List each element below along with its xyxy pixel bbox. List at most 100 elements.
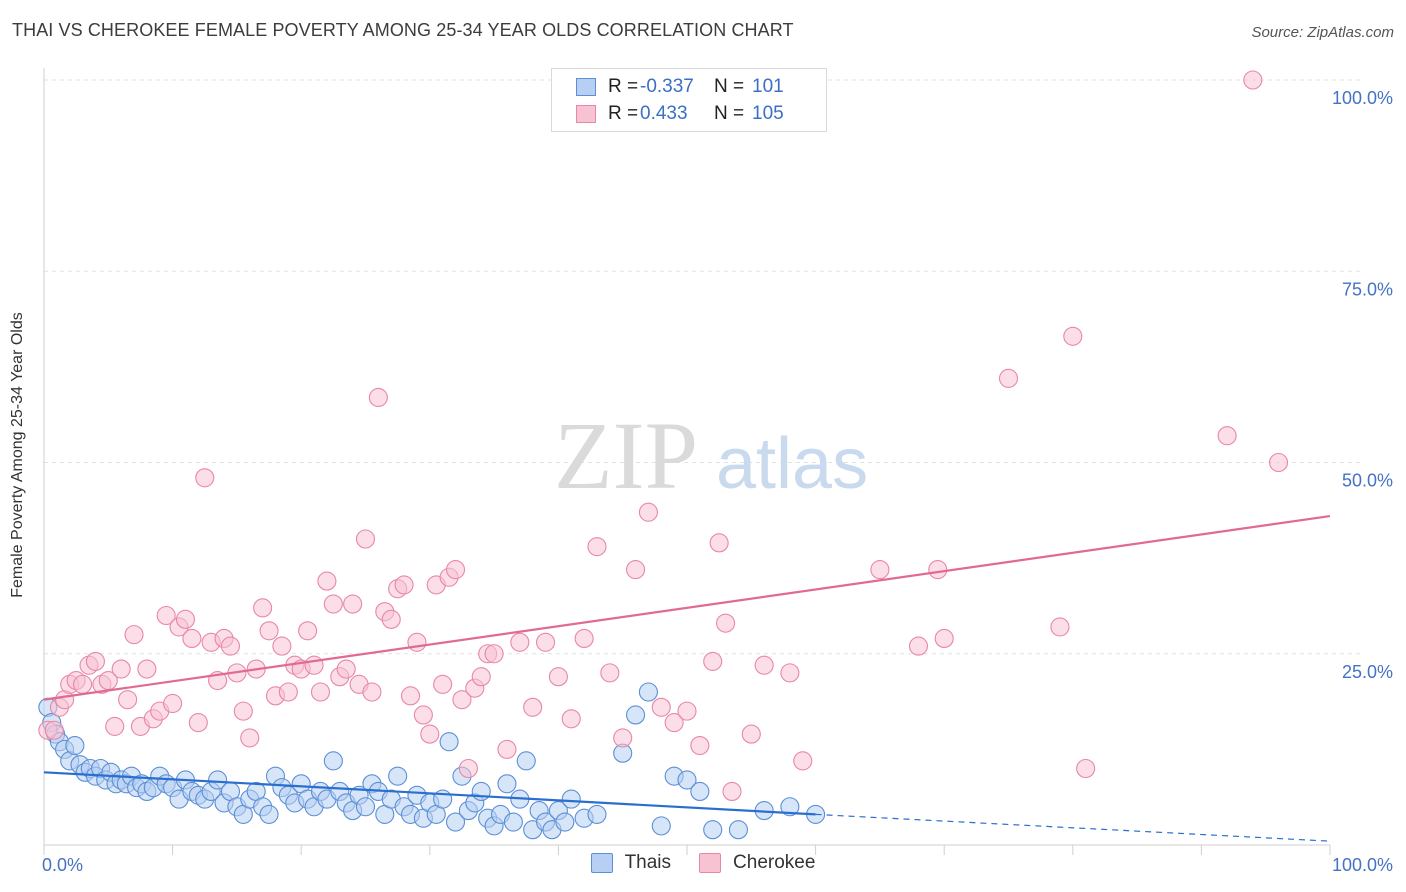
point-cherokee-22 <box>175 609 196 629</box>
legend-r-value: 0.433 <box>640 103 688 124</box>
point-cherokee-75 <box>548 667 568 687</box>
point-cherokee-42 <box>304 655 324 675</box>
legend-n-label: N = <box>714 76 745 97</box>
point-thais-94 <box>677 770 697 790</box>
point-cherokee-91 <box>741 724 761 744</box>
point-cherokee-34 <box>253 598 273 618</box>
legend-n-value: 105 <box>752 103 784 124</box>
point-cherokee-85 <box>677 701 697 721</box>
point-cherokee-1 <box>44 720 64 740</box>
point-cherokee-88 <box>709 533 729 553</box>
point-cherokee-77 <box>574 628 594 649</box>
point-cherokee-92 <box>754 655 774 675</box>
point-thais-97 <box>728 820 748 840</box>
gridlines <box>44 79 1360 655</box>
point-cherokee-81 <box>626 560 646 580</box>
point-cherokee-105 <box>1269 452 1289 473</box>
point-cherokee-8 <box>85 651 105 671</box>
point-cherokee-13 <box>118 690 138 710</box>
point-cherokee-104 <box>1243 70 1263 90</box>
point-cherokee-94 <box>793 751 813 771</box>
point-cherokee-45 <box>323 594 343 614</box>
y-tick-label-0: 25.0% <box>1342 662 1393 682</box>
point-cherokee-37 <box>272 636 292 656</box>
y-tick-labels: 25.0% 50.0% 75.0% 100.0% <box>1332 88 1393 682</box>
x-tick-label-0: 0.0% <box>42 855 83 875</box>
watermark: ZIP atlas <box>554 402 868 509</box>
point-cherokee-25 <box>195 468 215 488</box>
point-cherokee-54 <box>381 609 401 629</box>
point-cherokee-12 <box>111 659 131 679</box>
correlation-legend: R = -0.337 N = 101 R = 0.433 N = 105 <box>551 68 827 132</box>
point-cherokee-35 <box>259 621 279 641</box>
point-cherokee-76 <box>561 709 581 729</box>
point-cherokee-43 <box>310 682 331 702</box>
point-cherokee-78 <box>587 537 607 557</box>
point-cherokee-83 <box>651 697 671 717</box>
trend-line-thais <box>43 771 816 816</box>
point-thais-54 <box>355 797 376 817</box>
point-cherokee-89 <box>716 613 736 633</box>
series-cherokee-points <box>38 70 1289 802</box>
series-legend: Thais Cherokee <box>0 852 1406 874</box>
point-cherokee-38 <box>278 682 298 702</box>
point-cherokee-14 <box>124 625 144 645</box>
point-cherokee-71 <box>497 739 517 759</box>
legend-item-thais[interactable]: Thais <box>590 852 671 874</box>
series-thais-points <box>38 682 826 840</box>
point-cherokee-74 <box>535 632 556 652</box>
watermark-zip: ZIP <box>554 402 698 509</box>
point-cherokee-100 <box>1050 617 1070 637</box>
point-cherokee-32 <box>240 728 260 748</box>
point-thais-67 <box>439 732 459 752</box>
point-cherokee-59 <box>413 705 433 725</box>
point-thais-99 <box>780 797 800 817</box>
legend-n-value: 101 <box>752 76 784 97</box>
trend-lines <box>43 514 1331 842</box>
point-thais-91 <box>638 682 658 702</box>
point-thais-68 <box>445 812 466 832</box>
point-thais-6 <box>65 735 85 756</box>
point-cherokee-70 <box>484 644 504 664</box>
point-thais-86 <box>561 789 581 809</box>
point-cherokee-96 <box>908 636 929 656</box>
point-thais-95 <box>690 781 710 802</box>
point-thais-31 <box>208 770 228 790</box>
point-thais-72 <box>471 781 491 802</box>
point-cherokee-82 <box>638 502 658 522</box>
legend-item-cherokee[interactable]: Cherokee <box>699 852 815 874</box>
source-label: Source: ZipAtlas.com <box>1251 24 1394 41</box>
point-cherokee-56 <box>394 575 414 595</box>
point-cherokee-48 <box>343 594 363 614</box>
y-tick-label-3: 100.0% <box>1332 88 1393 108</box>
point-cherokee-65 <box>452 690 472 710</box>
point-cherokee-29 <box>220 636 241 656</box>
point-cherokee-101 <box>1063 326 1083 346</box>
point-cherokee-73 <box>523 697 543 717</box>
point-cherokee-86 <box>690 735 710 756</box>
y-tick-label-2: 75.0% <box>1342 279 1393 299</box>
legend-swatch-thais <box>590 853 613 873</box>
point-cherokee-98 <box>934 628 954 649</box>
point-cherokee-19 <box>156 605 176 626</box>
point-cherokee-97 <box>928 560 948 580</box>
point-cherokee-24 <box>188 713 208 733</box>
watermark-atlas: atlas <box>716 424 868 504</box>
point-thais-90 <box>626 705 646 725</box>
legend-swatch-thais <box>576 78 596 96</box>
point-thais-96 <box>703 820 723 840</box>
point-cherokee-16 <box>137 659 157 679</box>
legend-swatch-cherokee <box>576 105 596 123</box>
point-cherokee-103 <box>1217 426 1237 446</box>
point-thais-76 <box>497 774 517 794</box>
legend-row-thais: R = -0.337 N = 101 <box>576 75 784 99</box>
point-thais-92 <box>651 816 671 836</box>
point-thais-59 <box>388 766 408 786</box>
point-thais-79 <box>516 751 536 771</box>
x-tick-label-1: 100.0% <box>1332 855 1393 875</box>
point-cherokee-51 <box>362 682 382 702</box>
point-cherokee-52 <box>368 387 388 408</box>
point-cherokee-84 <box>664 713 684 733</box>
point-cherokee-20 <box>163 693 183 714</box>
y-tick-label-1: 50.0% <box>1342 471 1393 491</box>
